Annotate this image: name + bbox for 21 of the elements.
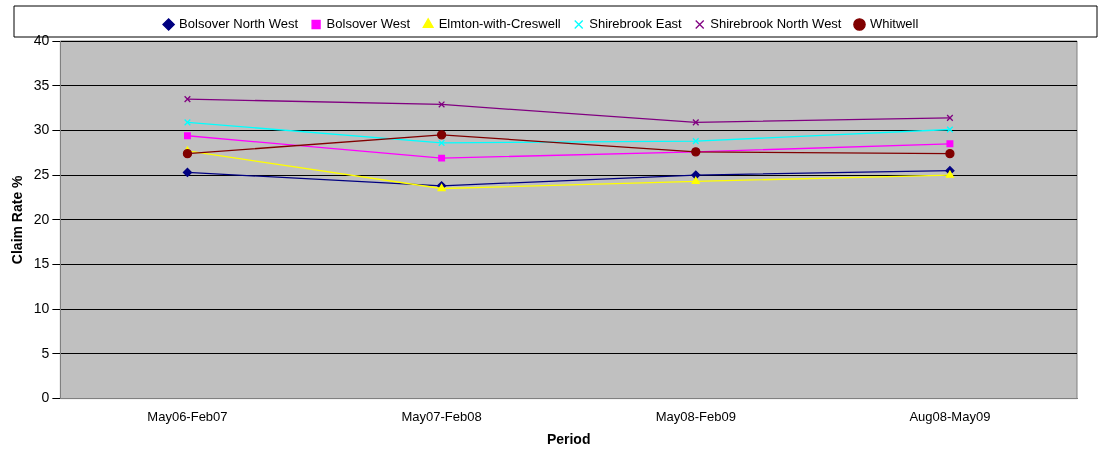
x-tick-label: May06-Feb07: [147, 408, 228, 424]
y-axis-title: Claim Rate %: [9, 174, 26, 265]
x-tick-label: May07-Feb08: [401, 408, 482, 424]
y-tick-label: 0: [41, 389, 50, 406]
x-axis-title: Period: [546, 431, 591, 448]
y-tick-label: 10: [33, 300, 50, 317]
legend-label: Whitwell: [869, 16, 919, 32]
legend-label: Elmton-with-Creswell: [438, 16, 561, 32]
x-tick-label: May08-Feb09: [655, 408, 736, 424]
y-tick-label: 20: [33, 210, 50, 227]
legend-label: Bolsover North West: [179, 16, 299, 32]
y-tick-label: 15: [33, 255, 50, 272]
y-tick-label: 30: [33, 121, 50, 138]
x-tick-label: Aug08-May09: [909, 408, 991, 424]
legend-label: Shirebrook East: [589, 16, 683, 32]
legend-label: Bolsover West: [326, 16, 411, 32]
y-tick-label: 40: [33, 31, 50, 48]
y-tick-label: 35: [33, 76, 50, 93]
y-tick-label: 5: [41, 344, 50, 361]
y-tick-label: 25: [33, 165, 50, 182]
legend-label: Shirebrook North West: [710, 16, 842, 32]
